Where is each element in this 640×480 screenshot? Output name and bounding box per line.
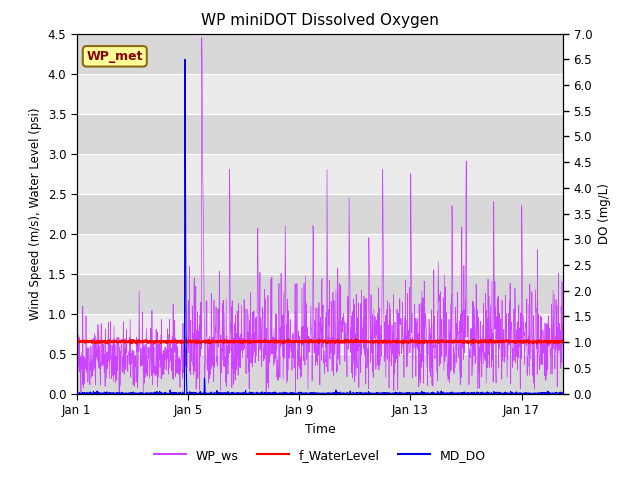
Bar <box>77 354 563 394</box>
Title: WP miniDOT Dissolved Oxygen: WP miniDOT Dissolved Oxygen <box>201 13 439 28</box>
Bar <box>77 73 563 114</box>
Legend: WP_ws, f_WaterLevel, MD_DO: WP_ws, f_WaterLevel, MD_DO <box>149 444 491 467</box>
Bar <box>77 193 563 234</box>
Bar <box>77 313 563 354</box>
Bar <box>77 154 563 193</box>
Bar <box>77 114 563 154</box>
Y-axis label: DO (mg/L): DO (mg/L) <box>598 183 611 244</box>
Text: WP_met: WP_met <box>86 50 143 63</box>
Y-axis label: Wind Speed (m/s), Water Level (psi): Wind Speed (m/s), Water Level (psi) <box>29 108 42 320</box>
X-axis label: Time: Time <box>305 422 335 435</box>
Bar <box>77 234 563 274</box>
Bar <box>77 274 563 313</box>
Bar <box>77 34 563 73</box>
